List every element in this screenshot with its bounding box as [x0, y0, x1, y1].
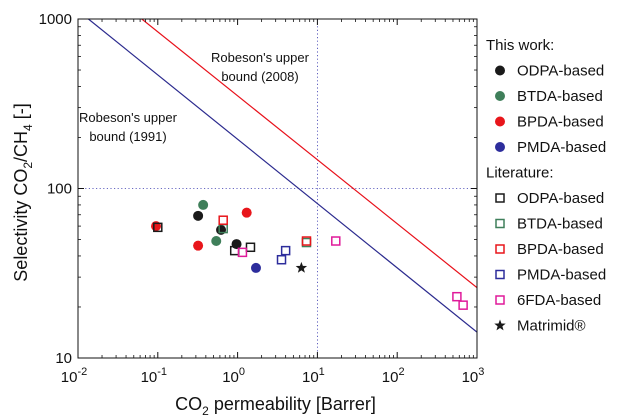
x-tick-base-2: 10 [222, 369, 239, 386]
x-tick-base-4: 10 [382, 369, 399, 386]
y-axis-title-part-4: [-] [11, 103, 31, 124]
legend-label-5: BTDA-based [517, 216, 603, 233]
x-tick-label-5: 103 [462, 366, 485, 386]
x-tick-base-1: 10 [141, 369, 158, 386]
x-tick-exponent-1: -1 [157, 366, 167, 378]
y-axis-title: Selectivity CO2/CH4 [-] [11, 103, 35, 281]
legend-marker-5 [495, 218, 505, 229]
y-tick-label-2: 1000 [39, 11, 72, 28]
data-points [151, 199, 468, 310]
y-tick-label-1: 100 [47, 181, 72, 198]
data-point-square-8-3 [458, 300, 468, 310]
x-tick-label-3: 101 [302, 366, 325, 386]
legend-label-6: BPDA-based [517, 241, 604, 258]
data-point-circle-1-1 [211, 236, 222, 247]
data-point-square-8-0 [237, 247, 248, 258]
legend-marker-9 [494, 319, 506, 331]
x-tick-label-2: 100 [222, 366, 245, 386]
x-tick-base-5: 10 [462, 369, 479, 386]
bound-2008-label-line-1: bound (2008) [221, 69, 298, 84]
data-point-square-7-1 [280, 245, 291, 256]
x-tick-label-1: 10-1 [141, 366, 167, 386]
data-point-square-8-1 [331, 236, 341, 246]
legend-label-2: BPDA-based [517, 114, 604, 131]
data-point-square-7-0 [276, 254, 287, 265]
legend-label-4: ODPA-based [517, 190, 604, 207]
legend-marker-4 [495, 193, 505, 203]
x-tick-exponent-0: -2 [77, 366, 87, 378]
legend-label-3: PMDA-based [517, 139, 606, 156]
x-tick-label-0: 10-2 [61, 366, 87, 386]
data-point-square-6-0 [218, 215, 228, 225]
y-axis-title-part-1: 2 [21, 162, 35, 169]
legend-marker-1 [495, 91, 505, 101]
y-tick-label-0: 10 [55, 350, 72, 367]
legend-label-1: BTDA-based [517, 88, 603, 105]
x-tick-exponent-5: 3 [478, 366, 484, 378]
legend-marker-3 [495, 142, 505, 152]
x-tick-exponent-4: 2 [398, 366, 404, 378]
data-point-circle-0-2 [231, 239, 242, 250]
bound-1991-label-line-0: Robeson's upper [79, 110, 178, 125]
x-tick-base-3: 10 [302, 369, 319, 386]
x-tick-base-0: 10 [61, 369, 78, 386]
data-point-star-9-0 [295, 261, 308, 273]
legend-marker-7 [495, 269, 505, 280]
x-axis-title-part-1: 2 [202, 404, 209, 418]
data-point-square-6-1 [301, 236, 312, 246]
upper-bounds [88, 19, 477, 333]
x-tick-exponent-2: 0 [239, 366, 245, 378]
data-point-circle-3-0 [250, 262, 261, 273]
data-point-circle-2-1 [193, 240, 204, 251]
legend-label-0: ODPA-based [517, 63, 604, 80]
data-point-circle-1-0 [198, 199, 209, 210]
legend-marker-8 [495, 295, 505, 305]
y-axis-title-part-0: Selectivity CO [11, 169, 31, 282]
legend-marker-0 [495, 65, 505, 76]
x-axis-title-part-2: permeability [Barrer] [209, 394, 376, 414]
data-point-square-8-2 [452, 291, 462, 302]
x-axis-title: CO2 permeability [Barrer] [175, 394, 376, 418]
legend-header-1: Literature: [486, 165, 554, 182]
data-point-square-4-0 [153, 222, 163, 233]
data-point-circle-0-0 [193, 210, 204, 221]
x-tick-exponent-3: 1 [319, 366, 325, 378]
legend-header-0: This work: [486, 37, 554, 54]
legend-label-7: PMDA-based [517, 267, 606, 284]
legend-label-8: 6FDA-based [517, 292, 601, 309]
x-axis-title-part-0: CO [175, 394, 202, 414]
data-point-circle-2-2 [241, 207, 252, 218]
data-point-circle-0-1 [216, 224, 227, 235]
bound-line-0 [141, 19, 477, 289]
legend-marker-6 [495, 244, 505, 254]
y-axis-title-part-2: /CH [11, 131, 31, 162]
legend-marker-2 [495, 116, 505, 127]
bound-1991-label-line-1: bound (1991) [89, 129, 166, 144]
bound-2008-label-line-0: Robeson's upper [211, 50, 310, 65]
y-axis-title-part-3: 4 [21, 124, 35, 131]
x-tick-label-4: 102 [382, 366, 405, 386]
data-point-square-4-2 [245, 242, 256, 253]
legend: This work: ODPA-based BTDA-based BPDA-based… [486, 37, 606, 335]
bound-line-1 [88, 19, 477, 333]
legend-label-9: Matrimid® [517, 318, 586, 335]
